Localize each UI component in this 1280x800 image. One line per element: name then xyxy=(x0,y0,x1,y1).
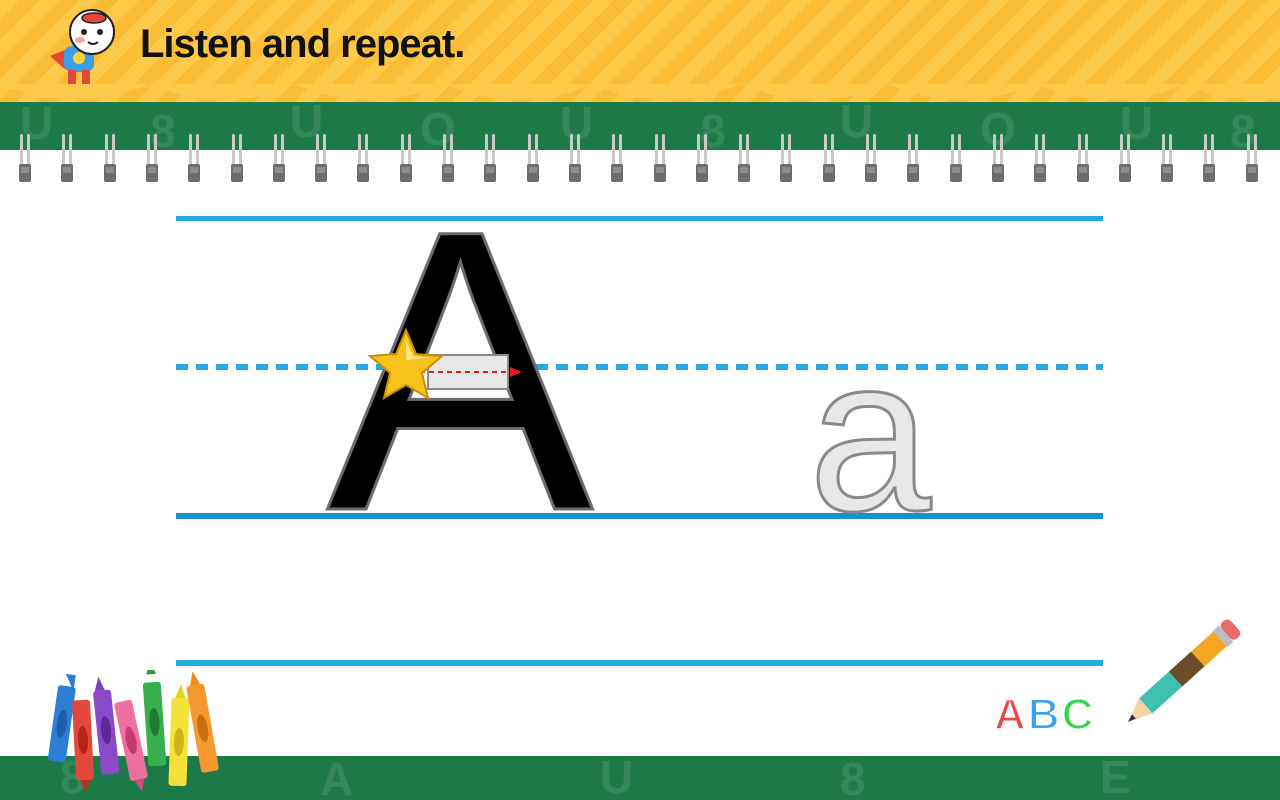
guide-line-top xyxy=(176,216,1103,221)
spiral-ring xyxy=(653,134,666,182)
spiral-ring xyxy=(272,134,285,182)
spiral-ring xyxy=(1118,134,1131,182)
guide-line-bottom xyxy=(176,660,1103,666)
spiral-ring xyxy=(357,134,370,182)
spiral-ring xyxy=(1245,134,1258,182)
spiral-ring xyxy=(695,134,708,182)
spiral-ring xyxy=(145,134,158,182)
abc-decoration: ABC xyxy=(993,689,1096,740)
spiral-ring xyxy=(399,134,412,182)
spiral-ring xyxy=(949,134,962,182)
spiral-ring xyxy=(991,134,1004,182)
spiral-ring xyxy=(865,134,877,182)
spiral-ring xyxy=(780,134,793,182)
spiral-ring xyxy=(230,134,243,182)
spiral-ring xyxy=(1076,134,1089,182)
guide-line-baseline xyxy=(176,513,1103,519)
abc-letter-a: A xyxy=(993,689,1028,740)
abc-letter-c: C xyxy=(1061,689,1096,740)
spiral-ring xyxy=(103,134,116,182)
pencil-icon xyxy=(1127,619,1241,722)
spiral-ring xyxy=(822,134,835,182)
board-band-top: U 8 U O U 8 U O U 8 xyxy=(0,100,1280,152)
spiral-ring xyxy=(568,134,581,182)
spiral-ring xyxy=(1203,134,1216,182)
spiral-ring xyxy=(61,134,74,182)
spiral-ring xyxy=(484,134,497,182)
spiral-ring xyxy=(907,134,920,182)
guide-line-midline-dashed xyxy=(176,364,1103,370)
spiral-ring xyxy=(315,134,328,182)
spiral-ring xyxy=(1034,134,1047,182)
spiral-ring xyxy=(188,134,201,182)
spiral-ring xyxy=(1161,134,1174,182)
writing-paper xyxy=(0,150,1280,756)
instruction-title: Listen and repeat. xyxy=(140,22,465,66)
spiral-ring xyxy=(611,134,624,182)
trace-arrow-head xyxy=(510,367,522,377)
star-icon[interactable] xyxy=(367,327,445,401)
spiral-ring xyxy=(442,134,454,182)
lowercase-letter[interactable]: a xyxy=(807,310,933,559)
spiral-ring xyxy=(19,134,31,182)
abc-letter-b: B xyxy=(1027,689,1062,740)
header-scallop-edge xyxy=(0,84,1280,100)
spiral-ring xyxy=(526,134,539,182)
spiral-ring xyxy=(738,134,751,182)
spiral-binding xyxy=(0,134,1280,186)
crayons-icon xyxy=(48,670,219,792)
